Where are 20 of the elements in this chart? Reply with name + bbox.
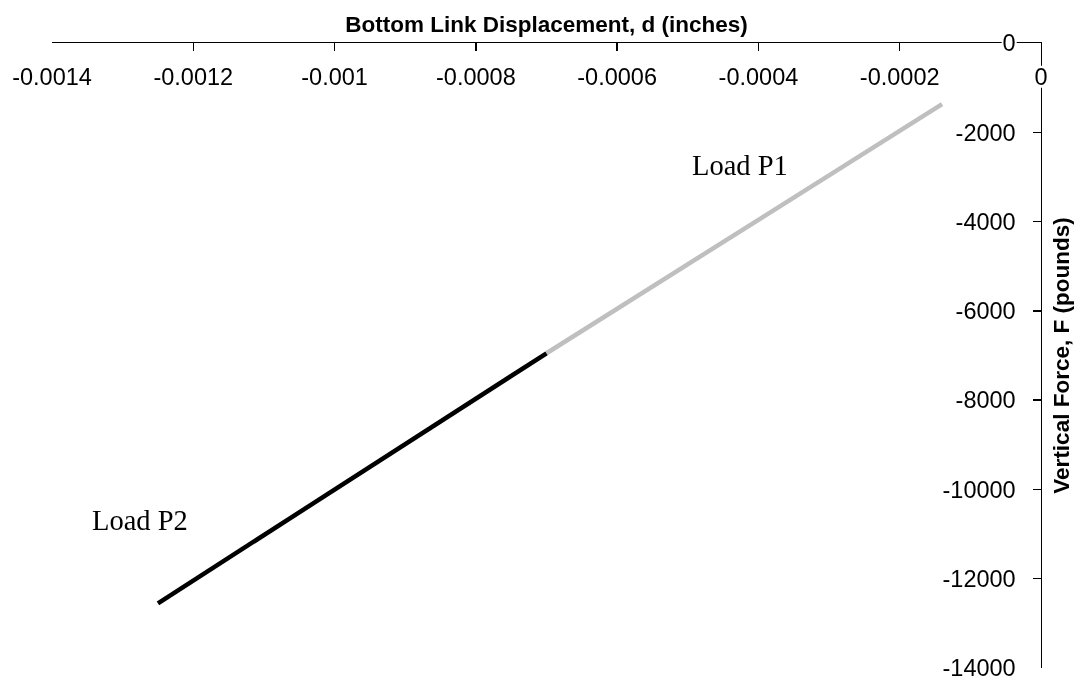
x-tick-label: 0: [1034, 63, 1048, 90]
x-tick-label: -0.0014: [12, 63, 92, 90]
y-axis-title: Vertical Force, F (pounds): [1048, 217, 1074, 494]
x-tick-label: -0.0006: [577, 63, 657, 90]
y-tick-label: -8000: [955, 387, 1016, 414]
x-tick-label: -0.0002: [859, 63, 940, 90]
y-tick-label: -10000: [942, 476, 1016, 503]
x-tick-label: -0.0004: [718, 63, 799, 90]
series-label: Load P2: [92, 505, 188, 536]
x-tick-label: -0.0012: [153, 63, 234, 90]
y-tick-label: -12000: [942, 565, 1016, 592]
y-tick-label: -4000: [955, 208, 1016, 235]
x-tick-label: -0.0008: [436, 63, 516, 90]
y-tick-label: 0: [1002, 30, 1016, 57]
y-tick-label: -14000: [942, 655, 1016, 681]
y-tick-label: -2000: [955, 119, 1016, 146]
x-tick-label: -0.001: [301, 63, 368, 90]
series-label: Load P1: [692, 150, 788, 181]
y-tick-label: -6000: [955, 298, 1016, 325]
x-axis-title: Bottom Link Displacement, d (inches): [345, 11, 748, 37]
